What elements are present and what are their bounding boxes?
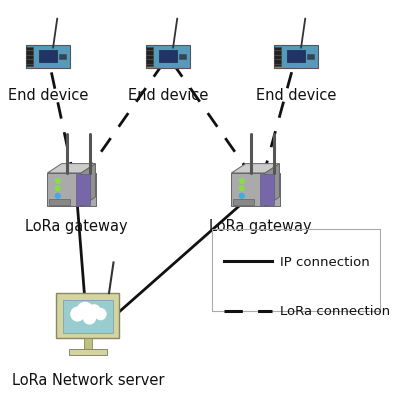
Circle shape	[240, 187, 244, 191]
FancyBboxPatch shape	[287, 50, 305, 63]
Circle shape	[95, 309, 106, 320]
Circle shape	[71, 308, 84, 321]
FancyBboxPatch shape	[159, 50, 177, 63]
Polygon shape	[231, 164, 280, 173]
FancyBboxPatch shape	[59, 55, 66, 60]
FancyBboxPatch shape	[56, 293, 120, 338]
FancyBboxPatch shape	[26, 46, 70, 68]
FancyBboxPatch shape	[39, 50, 57, 63]
Circle shape	[56, 187, 60, 191]
Text: IP connection: IP connection	[280, 255, 370, 268]
Polygon shape	[81, 164, 96, 207]
Polygon shape	[265, 164, 280, 207]
Text: LoRa Network server: LoRa Network server	[12, 372, 164, 387]
FancyBboxPatch shape	[146, 48, 153, 67]
Circle shape	[240, 179, 244, 184]
FancyBboxPatch shape	[26, 48, 33, 67]
Polygon shape	[84, 338, 92, 349]
Text: LoRa connection: LoRa connection	[280, 304, 390, 317]
Text: LoRa gateway: LoRa gateway	[25, 219, 127, 234]
Circle shape	[77, 303, 93, 319]
Text: End device: End device	[256, 88, 336, 103]
FancyBboxPatch shape	[307, 55, 314, 60]
Circle shape	[56, 179, 60, 184]
Circle shape	[88, 305, 101, 319]
FancyBboxPatch shape	[49, 200, 70, 205]
FancyBboxPatch shape	[47, 173, 96, 207]
FancyBboxPatch shape	[274, 48, 281, 67]
Circle shape	[56, 194, 60, 199]
Circle shape	[84, 312, 96, 324]
FancyBboxPatch shape	[146, 46, 190, 68]
FancyBboxPatch shape	[70, 348, 106, 355]
FancyBboxPatch shape	[233, 200, 254, 205]
FancyBboxPatch shape	[76, 175, 90, 205]
FancyBboxPatch shape	[179, 55, 186, 60]
Circle shape	[240, 194, 244, 199]
Text: LoRa gateway: LoRa gateway	[209, 219, 311, 234]
Text: End device: End device	[8, 88, 88, 103]
FancyBboxPatch shape	[274, 46, 318, 68]
Polygon shape	[47, 164, 96, 173]
Text: End device: End device	[128, 88, 208, 103]
FancyBboxPatch shape	[260, 175, 274, 205]
FancyBboxPatch shape	[63, 301, 113, 333]
FancyBboxPatch shape	[231, 173, 280, 207]
